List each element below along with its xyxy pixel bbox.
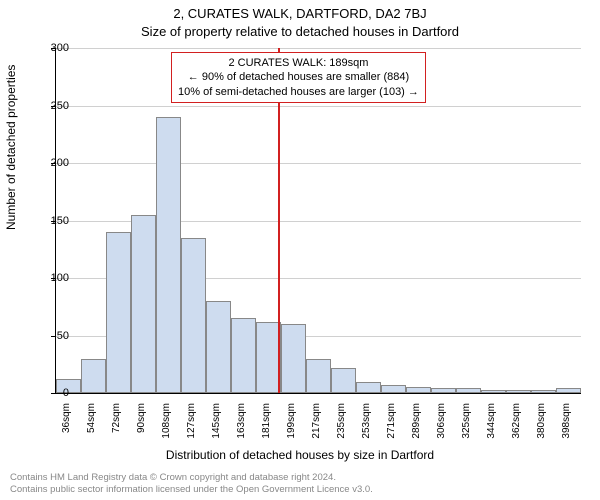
footer-line2: Contains public sector information licen… [10,484,590,496]
histogram-bar [206,301,231,393]
y-tick-label: 300 [51,42,69,54]
x-axis-label: Distribution of detached houses by size … [0,448,600,462]
histogram-bar [281,324,306,393]
y-tick-label: 100 [51,272,69,284]
x-tick-label: 90sqm [136,403,147,433]
histogram-bar [331,368,356,393]
histogram-bar [531,390,556,393]
x-tick-label: 398sqm [561,403,572,439]
x-tick-label: 127sqm [186,403,197,439]
x-tick-label: 181sqm [261,403,272,439]
y-tick [51,336,56,337]
x-tick-label: 199sqm [286,403,297,439]
histogram-bar [406,387,431,393]
histogram-bar [181,238,206,393]
x-tick-label: 235sqm [336,403,347,439]
y-tick-label: 250 [51,100,69,112]
y-tick-label: 50 [57,330,69,342]
y-axis-label: Number of detached properties [4,65,18,230]
page-title-desc: Size of property relative to detached ho… [0,24,600,39]
y-tick-label: 0 [63,387,69,399]
histogram-bar [481,390,506,393]
x-tick-label: 271sqm [386,403,397,439]
histogram-bar [131,215,156,393]
histogram-bar [506,390,531,393]
histogram-bar [381,385,406,393]
annotation-line: 10% of semi-detached houses are larger (… [178,85,419,99]
x-tick-label: 145sqm [211,403,222,439]
histogram-bar [456,388,481,393]
x-tick-label: 36sqm [61,403,72,433]
x-tick-label: 344sqm [486,403,497,439]
annotation-line: ← 90% of detached houses are smaller (88… [178,70,419,84]
x-tick-label: 306sqm [436,403,447,439]
histogram-bar [156,117,181,393]
x-tick-label: 362sqm [511,403,522,439]
histogram-bar [431,388,456,393]
histogram-bar [306,359,331,394]
x-tick-label: 289sqm [411,403,422,439]
footer-licence: Contains HM Land Registry data © Crown c… [10,472,590,496]
y-tick-label: 150 [51,215,69,227]
histogram-bar [356,382,381,394]
x-tick-label: 54sqm [86,403,97,433]
y-tick-label: 200 [51,157,69,169]
footer-line1: Contains HM Land Registry data © Crown c… [10,472,590,484]
annotation-box: 2 CURATES WALK: 189sqm← 90% of detached … [171,52,426,103]
x-tick-label: 380sqm [536,403,547,439]
grid-line [56,106,581,107]
histogram-bar [556,388,581,393]
x-tick-label: 325sqm [461,403,472,439]
y-tick [51,393,56,394]
grid-line [56,48,581,49]
annotation-line: 2 CURATES WALK: 189sqm [178,56,419,70]
x-tick-label: 253sqm [361,403,372,439]
grid-line [56,163,581,164]
histogram-bar [106,232,131,393]
page-title-address: 2, CURATES WALK, DARTFORD, DA2 7BJ [0,6,600,21]
histogram-bar [231,318,256,393]
x-tick-label: 217sqm [311,403,322,439]
x-tick-label: 108sqm [161,403,172,439]
x-tick-label: 163sqm [236,403,247,439]
x-tick-label: 72sqm [111,403,122,433]
histogram-bar [81,359,106,394]
histogram-plot: 36sqm54sqm72sqm90sqm108sqm127sqm145sqm16… [55,48,581,394]
